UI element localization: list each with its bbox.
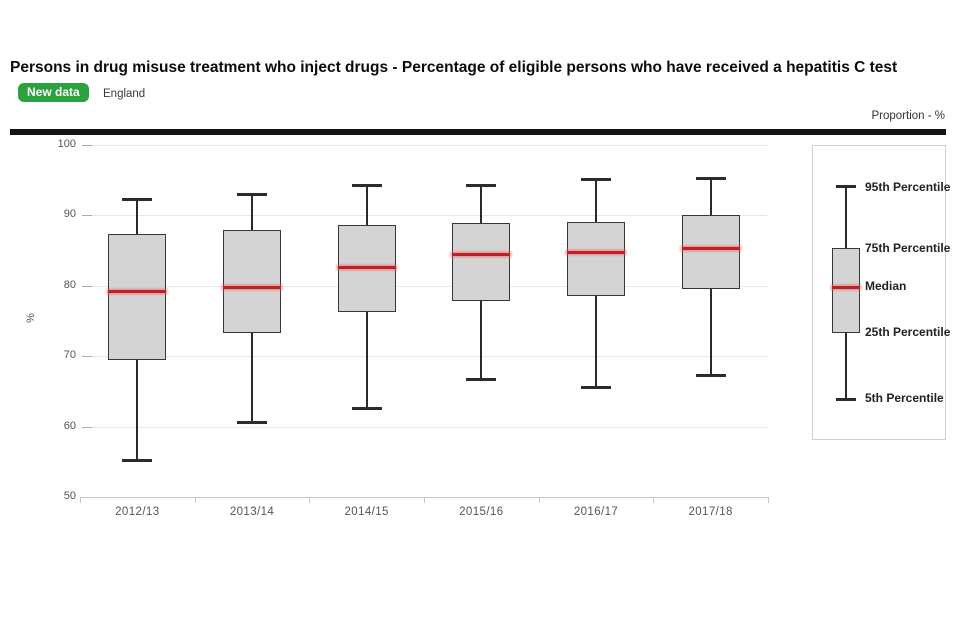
legend-p5-cap	[836, 398, 856, 401]
legend-label: 75th Percentile	[865, 241, 951, 255]
x-axis-tick	[538, 497, 540, 503]
p95-cap-2017-18	[695, 176, 726, 180]
upper-whisker-2013-14	[251, 194, 253, 231]
y-axis-tick-label: 100	[57, 138, 76, 150]
gridline	[82, 145, 767, 146]
p5-cap-2016-17	[581, 386, 611, 390]
legend-label: 25th Percentile	[865, 325, 951, 339]
median-line-2013-14	[223, 285, 281, 289]
median-line-2012-13	[108, 289, 167, 293]
y-axis-tick	[82, 356, 92, 358]
y-axis-tick-label: 90	[63, 208, 76, 221]
region-label: England	[103, 87, 146, 100]
upper-whisker-2016-17	[595, 180, 597, 222]
legend-iqr-box	[832, 248, 860, 333]
iqr-box-2016-17	[567, 221, 625, 296]
legend-label: 95th Percentile	[865, 180, 951, 194]
gridline	[82, 426, 767, 428]
page-title: Persons in drug misuse treatment who inj…	[10, 59, 898, 76]
gridline	[82, 285, 767, 287]
p95-cap-2015-16	[466, 183, 497, 187]
upper-whisker-2017-18	[709, 178, 712, 216]
iqr-box-2013-14	[223, 230, 281, 333]
legend-lower-whisker	[845, 333, 847, 399]
divider-bar	[10, 129, 946, 135]
iqr-box-2012-13	[108, 234, 167, 360]
legend-upper-whisker	[845, 187, 847, 248]
p5-cap-2015-16	[466, 378, 497, 382]
legend-p95-cap	[836, 185, 856, 188]
median-line-2014-15	[337, 265, 396, 269]
lower-whisker-2013-14	[251, 332, 253, 422]
y-axis-tick	[82, 285, 92, 287]
x-axis-tick	[309, 497, 311, 503]
iqr-box-2017-18	[681, 215, 740, 290]
p5-cap-2014-15	[351, 406, 382, 410]
iqr-box-2015-16	[452, 223, 511, 302]
lower-whisker-2015-16	[480, 301, 483, 380]
x-axis-tick-label: 2017/18	[688, 506, 733, 518]
x-axis-tick-label: 2015/16	[459, 506, 504, 518]
y-axis-tick	[82, 426, 92, 428]
x-axis-tick	[653, 497, 655, 503]
legend-label: 5th Percentile	[865, 391, 944, 405]
axis-units-note: Proportion - %	[871, 110, 945, 122]
lower-whisker-2017-18	[709, 289, 712, 375]
y-axis-tick-label: 50	[63, 490, 76, 502]
gridline	[82, 215, 767, 217]
lower-whisker-2016-17	[595, 295, 597, 388]
p95-cap-2016-17	[581, 178, 611, 182]
x-axis-tick-label: 2012/13	[115, 506, 160, 518]
x-axis-tick	[80, 497, 81, 503]
upper-whisker-2015-16	[480, 185, 483, 224]
x-axis-tick	[194, 497, 196, 503]
x-axis-tick-label: 2016/17	[573, 506, 619, 518]
p95-cap-2014-15	[351, 183, 382, 187]
lower-whisker-2014-15	[365, 311, 368, 408]
p95-cap-2012-13	[122, 197, 153, 201]
y-axis-tick	[82, 145, 92, 146]
upper-whisker-2014-15	[365, 185, 368, 225]
y-axis-tick	[82, 215, 92, 217]
x-axis-tick-label: 2014/15	[344, 506, 389, 518]
legend-median-line	[832, 285, 860, 289]
x-axis-tick	[424, 497, 425, 503]
p5-cap-2012-13	[122, 459, 153, 463]
new-data-badge: New data	[18, 82, 89, 102]
x-axis-tick	[768, 497, 769, 503]
median-line-2016-17	[567, 251, 625, 255]
y-axis-tick-label: 80	[63, 278, 76, 291]
p5-cap-2013-14	[237, 420, 267, 424]
x-axis-tick-label: 2013/14	[229, 506, 275, 518]
lower-whisker-2012-13	[136, 359, 139, 461]
gridline	[82, 356, 767, 358]
p5-cap-2017-18	[695, 373, 726, 377]
chart-title-block: Persons in drug misuse treatment who inj…	[10, 56, 944, 106]
p95-cap-2013-14	[237, 192, 267, 196]
median-line-2015-16	[452, 252, 511, 256]
y-axis-tick-label: 60	[63, 419, 76, 432]
legend: 95th Percentile 75th Percentile Median 25th…	[812, 145, 950, 440]
y-axis-tick-label: 70	[63, 349, 76, 362]
median-line-2017-18	[681, 246, 740, 250]
upper-whisker-2012-13	[136, 199, 139, 235]
legend-label: Median	[865, 279, 907, 293]
